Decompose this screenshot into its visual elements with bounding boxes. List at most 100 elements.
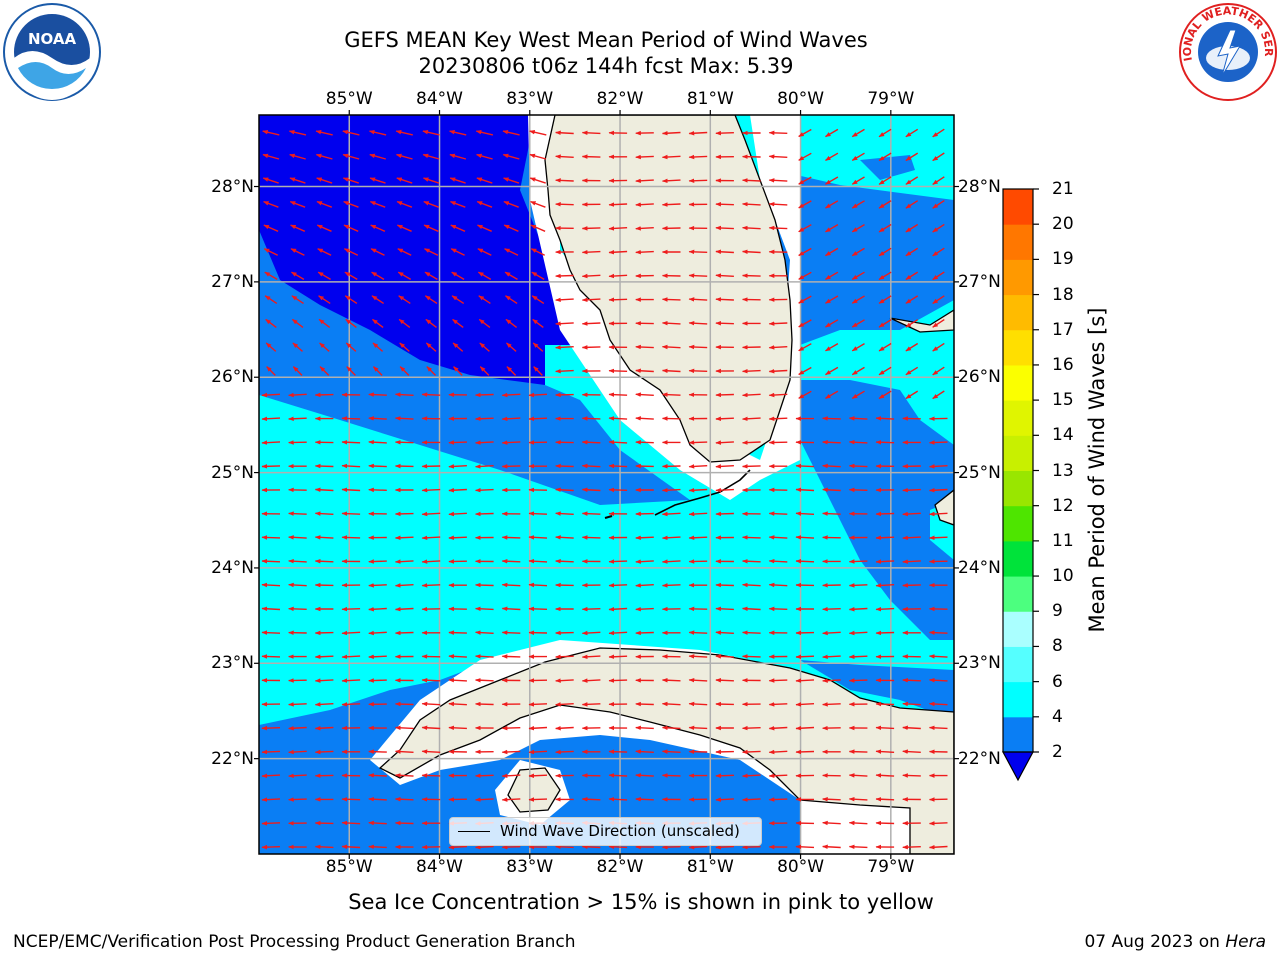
wind-wave-arrow xyxy=(555,654,574,660)
wind-wave-arrow xyxy=(825,152,839,162)
wind-wave-arrow xyxy=(608,749,628,754)
lat-ticks xyxy=(254,185,959,760)
wind-wave-arrow xyxy=(768,773,788,779)
wind-wave-arrow xyxy=(851,342,865,352)
wind-wave-arrow xyxy=(661,392,681,397)
wind-wave-arrow xyxy=(421,392,441,397)
wind-wave-arrow xyxy=(742,654,761,659)
wind-wave-arrow xyxy=(421,535,441,541)
colorbar-segment xyxy=(1003,364,1033,401)
wind-wave-arrow xyxy=(928,511,948,517)
wind-wave-arrow xyxy=(715,487,734,493)
wind-wave-arrow xyxy=(768,797,788,802)
isla-juventud-land xyxy=(507,767,561,813)
wind-wave-arrow xyxy=(370,224,386,232)
wind-wave-arrow xyxy=(825,319,839,328)
wind-wave-arrow xyxy=(261,654,281,659)
wind-wave-arrow xyxy=(715,511,734,517)
wind-wave-arrow xyxy=(316,177,333,184)
wind-wave-arrow xyxy=(345,342,357,352)
wind-wave-arrow xyxy=(448,677,467,683)
wind-wave-arrow xyxy=(742,392,761,398)
wind-wave-arrow xyxy=(314,678,334,683)
wind-wave-arrow xyxy=(875,773,895,778)
legend-line-sample xyxy=(458,831,490,832)
wind-wave-arrow xyxy=(555,535,574,540)
wind-wave-arrow xyxy=(421,773,441,778)
wind-wave-arrow xyxy=(475,511,494,517)
wind-wave-arrow xyxy=(530,200,546,208)
wind-wave-arrow xyxy=(581,796,601,802)
colorbar-tick-label: 12 xyxy=(1052,495,1074,516)
wind-wave-arrow xyxy=(319,342,330,352)
lon-ticks xyxy=(348,110,892,859)
wind-wave-arrow xyxy=(688,487,708,493)
wind-wave-arrow xyxy=(905,152,919,162)
wind-wave-arrow xyxy=(421,583,441,588)
wind-wave-arrow xyxy=(798,224,812,233)
lon-label: 85°W xyxy=(325,89,373,109)
wind-wave-arrow xyxy=(851,200,865,209)
wind-wave-arrow xyxy=(715,654,734,659)
wind-wave-arrow xyxy=(502,130,520,136)
wind-wave-arrow xyxy=(768,392,788,398)
wind-wave-arrow xyxy=(848,559,868,564)
wind-wave-arrow xyxy=(715,844,734,850)
wind-wave-arrow xyxy=(530,248,546,256)
wind-wave-arrow xyxy=(928,654,948,659)
wind-wave-arrow xyxy=(661,487,681,493)
wind-wave-arrow xyxy=(795,511,815,516)
wind-wave-arrow xyxy=(825,223,839,233)
wind-wave-arrow xyxy=(795,654,815,660)
colorbar-segment xyxy=(1003,224,1033,260)
wind-wave-arrow xyxy=(825,176,839,185)
lat-label: 23°N xyxy=(211,653,254,674)
wind-wave-arrow xyxy=(318,318,331,328)
lat-label: 24°N xyxy=(211,557,254,578)
wind-wave-arrow xyxy=(742,558,761,564)
wind-wave-arrow xyxy=(902,559,921,564)
wind-wave-arrow xyxy=(368,678,387,683)
wind-wave-arrow xyxy=(288,797,307,802)
wind-wave-arrow xyxy=(581,487,601,493)
wind-wave-arrow xyxy=(528,511,548,516)
wind-wave-arrow xyxy=(928,487,948,493)
wind-wave-arrow xyxy=(449,200,466,208)
wind-wave-arrow xyxy=(423,248,439,256)
wind-wave-arrow xyxy=(798,152,812,161)
wind-wave-arrow xyxy=(504,271,518,281)
wind-wave-arrow xyxy=(905,295,919,304)
wind-wave-arrow xyxy=(288,582,307,588)
wind-wave-arrow xyxy=(902,701,921,707)
wind-wave-arrow xyxy=(635,796,654,802)
wind-wave-arrow xyxy=(798,390,812,399)
colorbar-segment xyxy=(1003,329,1033,366)
wind-wave-arrow xyxy=(475,392,494,398)
wind-wave-arrow xyxy=(262,153,280,160)
wind-wave-arrow xyxy=(581,511,601,516)
wind-wave-arrow xyxy=(661,749,681,754)
wind-wave-arrow xyxy=(661,511,681,517)
wind-wave-arrow xyxy=(902,583,921,588)
wind-wave-arrow xyxy=(394,416,414,421)
wind-wave-arrow xyxy=(928,701,948,707)
wind-wave-arrow xyxy=(635,725,654,731)
noaa-logo-text: NOAA xyxy=(28,30,77,48)
wind-wave-arrow xyxy=(635,249,654,255)
wind-wave-arrow xyxy=(555,487,574,493)
wind-wave-arrow xyxy=(423,200,439,208)
wind-wave-arrow xyxy=(501,416,521,422)
wind-wave-arrow xyxy=(661,320,681,326)
wind-wave-arrow xyxy=(715,321,734,326)
wind-wave-arrow xyxy=(394,630,414,636)
wind-wave-arrow xyxy=(715,464,734,469)
wind-wave-arrow xyxy=(424,295,438,304)
wind-wave-arrow xyxy=(532,318,544,328)
wind-wave-arrow xyxy=(688,535,708,541)
wind-wave-arrow xyxy=(290,248,305,256)
wind-wave-arrow xyxy=(661,701,681,707)
wind-wave-arrow xyxy=(530,224,546,232)
wind-wave-arrow xyxy=(932,128,945,138)
map-legend: Wind Wave Direction (unscaled) xyxy=(449,817,762,846)
